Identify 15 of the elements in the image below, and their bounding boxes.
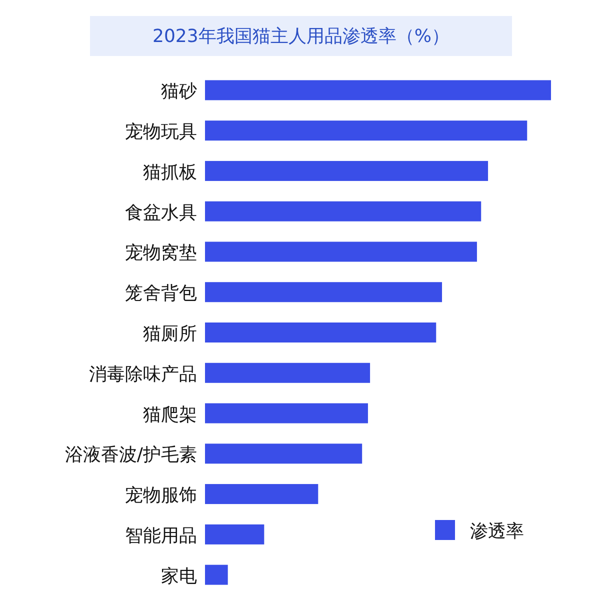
chart-title: 2023年我国猫主人用品渗透率（%） <box>152 26 450 47</box>
y-tick-label: 智能用品 <box>125 525 197 546</box>
y-tick-label: 猫抓板 <box>143 162 197 183</box>
y-tick-label: 食盆水具 <box>125 202 197 224</box>
y-tick-label: 笼舍背包 <box>125 283 197 304</box>
y-tick-label: 家电 <box>161 566 197 587</box>
y-tick-label: 猫厕所 <box>143 324 197 344</box>
y-tick-label: 消毒除味产品 <box>89 364 197 385</box>
legend-label: 渗透率 <box>470 521 524 542</box>
y-tick-label: 浴液香波/护毛素 <box>64 444 197 466</box>
y-tick-label: 猫砂 <box>161 81 197 102</box>
y-tick-label: 猫爬架 <box>143 404 197 426</box>
y-tick-label: 宠物服饰 <box>125 485 197 506</box>
y-tick-label: 宠物窝垫 <box>125 242 197 264</box>
y-tick-label: 宠物玩具 <box>125 122 197 143</box>
